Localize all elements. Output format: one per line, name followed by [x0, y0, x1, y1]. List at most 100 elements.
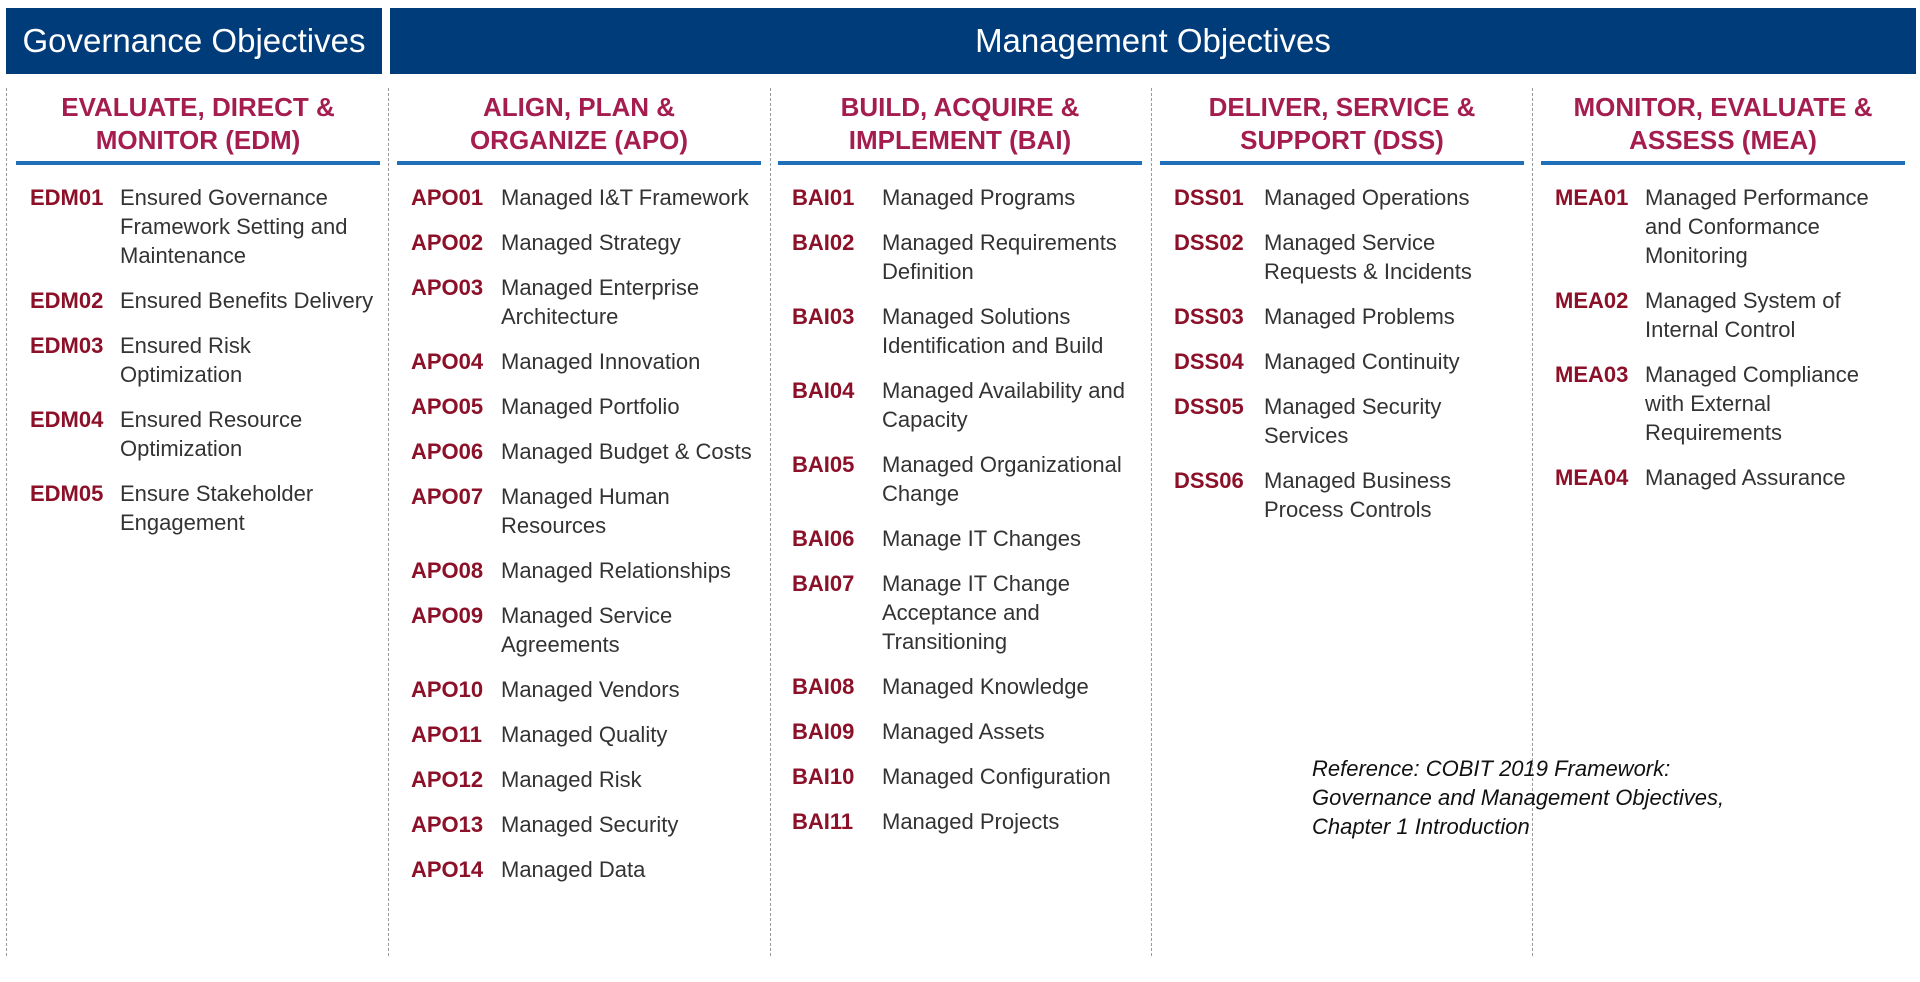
column-edm: EVALUATE, DIRECT & MONITOR (EDM) EDM01 En… [16, 88, 380, 553]
heading-rule [16, 161, 380, 165]
objective-item: APO07 Managed Human Resources [411, 482, 755, 540]
objective-label: Manage IT Changes [882, 526, 1081, 551]
column-dss: DELIVER, SERVICE & SUPPORT (DSS) DSS01 Ma… [1160, 88, 1524, 540]
objective-code: DSS06 [1174, 468, 1244, 493]
column-heading: BUILD, ACQUIRE & IMPLEMENT (BAI) [840, 92, 1080, 155]
objective-code: BAI11 [792, 809, 854, 834]
objective-label: Managed Compliance with External Require… [1645, 362, 1860, 445]
objective-code: APO14 [411, 857, 484, 882]
objective-item: EDM04 Ensured Resource Optimization [30, 405, 374, 463]
objective-label: Managed Knowledge [882, 674, 1089, 699]
governance-objectives-banner: Governance Objectives [6, 8, 382, 74]
objective-label: Managed Assets [882, 719, 1045, 744]
column-divider [1532, 88, 1533, 956]
objective-item: APO05 Managed Portfolio [411, 392, 755, 421]
column-heading: ALIGN, PLAN & ORGANIZE (APO) [469, 92, 689, 155]
objective-code: BAI10 [792, 764, 855, 789]
objective-label: Managed Assurance [1645, 465, 1846, 490]
objective-label: Managed Availability and Capacity [882, 378, 1125, 432]
objective-label: Managed Service Agreements [501, 603, 673, 657]
objective-label: Managed Solutions Identification and Bui… [882, 304, 1104, 358]
column-divider [6, 88, 7, 956]
objective-item: BAI02 Managed Requirements Definition [792, 228, 1136, 286]
objective-item: BAI07 Manage IT Change Acceptance and Tra… [792, 569, 1136, 656]
objective-item: MEA04 Managed Assurance [1555, 463, 1899, 492]
objective-code: MEA04 [1555, 465, 1629, 490]
heading-rule [1541, 161, 1905, 165]
objective-label: Managed Innovation [501, 349, 701, 374]
objective-label: Ensured Resource Optimization [120, 407, 303, 461]
objective-label: Ensured Governance Framework Setting and… [120, 185, 348, 268]
objective-item: EDM03 Ensured Risk Optimization [30, 331, 374, 389]
objective-item: APO14 Managed Data [411, 855, 755, 884]
objective-item: DSS06 Managed Business Process Controls [1174, 466, 1518, 524]
objective-item: APO11 Managed Quality [411, 720, 755, 749]
objective-label: Managed Performance and Conformance Moni… [1645, 185, 1869, 268]
objective-code: APO08 [411, 558, 484, 583]
objective-label: Managed Strategy [501, 230, 681, 255]
column-mea: MONITOR, EVALUATE & ASSESS (MEA) MEA01 Ma… [1541, 88, 1905, 508]
objective-list: EDM01 Ensured Governance Framework Settin… [16, 183, 380, 537]
objective-label: Managed Security Services [1264, 394, 1442, 448]
objective-label: Managed Enterprise Architecture [501, 275, 700, 329]
objective-item: APO01 Managed I&T Framework [411, 183, 755, 212]
objective-code: APO10 [411, 677, 484, 702]
objective-item: APO04 Managed Innovation [411, 347, 755, 376]
governance-objectives-title: Governance Objectives [22, 22, 366, 59]
objective-label: Managed Programs [882, 185, 1076, 210]
objective-item: EDM05 Ensure Stakeholder Engagement [30, 479, 374, 537]
objective-code: APO06 [411, 439, 484, 464]
objective-label: Managed Risk [501, 767, 642, 792]
objective-code: MEA02 [1555, 288, 1629, 313]
objective-item: MEA03 Managed Compliance with External Re… [1555, 360, 1899, 447]
objective-label: Managed Quality [501, 722, 668, 747]
objective-label: Managed Data [501, 857, 646, 882]
objective-code: BAI05 [792, 452, 855, 477]
objective-label: Managed Relationships [501, 558, 731, 583]
objective-item: BAI03 Managed Solutions Identification an… [792, 302, 1136, 360]
objective-item: DSS03 Managed Problems [1174, 302, 1518, 331]
objective-code: BAI08 [792, 674, 855, 699]
objective-item: DSS05 Managed Security Services [1174, 392, 1518, 450]
objective-code: DSS01 [1174, 185, 1244, 210]
objective-item: APO12 Managed Risk [411, 765, 755, 794]
objective-code: APO13 [411, 812, 484, 837]
objective-label: Ensure Stakeholder Engagement [120, 481, 314, 535]
objective-label: Managed Human Resources [501, 484, 670, 538]
objective-item: BAI01 Managed Programs [792, 183, 1136, 212]
objective-item: MEA02 Managed System of Internal Control [1555, 286, 1899, 344]
objective-code: EDM05 [30, 481, 104, 506]
objective-item: APO02 Managed Strategy [411, 228, 755, 257]
objective-code: APO09 [411, 603, 484, 628]
objective-item: DSS01 Managed Operations [1174, 183, 1518, 212]
objective-code: APO05 [411, 394, 484, 419]
objective-list: APO01 Managed I&T Framework APO02 Managed S… [397, 183, 761, 884]
objective-label: Managed Budget & Costs [501, 439, 752, 464]
objective-item: BAI11 Managed Projects [792, 807, 1136, 836]
objective-item: BAI06 Manage IT Changes [792, 524, 1136, 553]
column-divider [770, 88, 771, 956]
objective-code: EDM02 [30, 288, 104, 313]
objective-code: BAI06 [792, 526, 855, 551]
objective-label: Managed System of Internal Control [1645, 288, 1841, 342]
column-divider [388, 88, 389, 956]
objective-code: APO07 [411, 484, 484, 509]
objective-label: Managed Operations [1264, 185, 1470, 210]
objective-item: APO03 Managed Enterprise Architecture [411, 273, 755, 331]
objective-code: APO12 [411, 767, 484, 792]
objective-item: BAI08 Managed Knowledge [792, 672, 1136, 701]
column-bai: BUILD, ACQUIRE & IMPLEMENT (BAI) BAI01 Ma… [778, 88, 1142, 852]
column-heading: EVALUATE, DIRECT & MONITOR (EDM) [61, 92, 335, 155]
objective-code: EDM01 [30, 185, 104, 210]
objective-label: Managed Service Requests & Incidents [1264, 230, 1472, 284]
objective-item: BAI10 Managed Configuration [792, 762, 1136, 791]
objective-code: EDM03 [30, 333, 104, 358]
objective-code: DSS05 [1174, 394, 1244, 419]
objective-code: DSS04 [1174, 349, 1244, 374]
objective-item: APO13 Managed Security [411, 810, 755, 839]
objective-code: BAI09 [792, 719, 855, 744]
objective-code: MEA03 [1555, 362, 1629, 387]
objective-item: DSS04 Managed Continuity [1174, 347, 1518, 376]
objective-list: MEA01 Managed Performance and Conformance… [1541, 183, 1905, 492]
management-objectives-banner: Management Objectives [390, 8, 1916, 74]
